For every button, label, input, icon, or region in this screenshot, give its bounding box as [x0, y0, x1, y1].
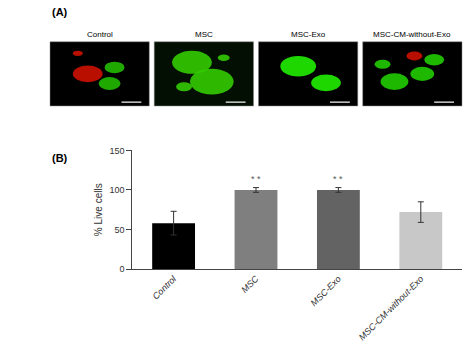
svg-text:% Live cells: % Live cells: [93, 183, 104, 236]
svg-text:(B): (B): [52, 152, 68, 164]
svg-text:MSC-Exo: MSC-Exo: [309, 274, 343, 308]
svg-text:MSC-Exo: MSC-Exo: [291, 30, 326, 39]
svg-text:Control: Control: [87, 30, 113, 39]
svg-text:MSC-CM-without-Exo: MSC-CM-without-Exo: [373, 30, 451, 39]
svg-text:* *: * *: [333, 174, 343, 184]
svg-text:MSC-CM-without-Exo: MSC-CM-without-Exo: [357, 274, 426, 343]
svg-text:* *: * *: [251, 174, 261, 184]
svg-text:150: 150: [110, 146, 125, 156]
svg-text:MSC: MSC: [239, 273, 261, 295]
svg-text:100: 100: [110, 185, 125, 195]
svg-text:50: 50: [115, 225, 125, 235]
svg-text:(A): (A): [52, 6, 68, 18]
svg-text:0: 0: [120, 264, 125, 274]
svg-text:Control: Control: [151, 273, 179, 301]
svg-text:MSC: MSC: [195, 30, 213, 39]
